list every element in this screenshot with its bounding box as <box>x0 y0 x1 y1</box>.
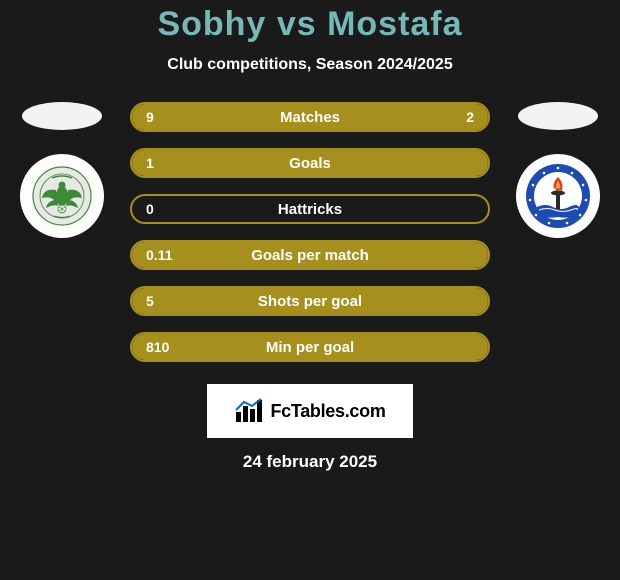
club-left-badge <box>20 154 104 238</box>
stat-row: 5 Shots per goal <box>130 286 490 316</box>
club-right-badge <box>516 154 600 238</box>
title-vs: vs <box>277 5 327 43</box>
stat-row: 0 Hattricks <box>130 194 490 224</box>
stats-column: 9 2 Matches 1 Goals 0 Hattricks 0.11 Goals per m… <box>130 102 490 362</box>
stat-value-right: 2 <box>466 109 474 125</box>
stat-row: 0.11 Goals per match <box>130 240 490 270</box>
date-label: 24 february 2025 <box>0 452 620 472</box>
main-area: 9 2 Matches 1 Goals 0 Hattricks 0.11 Goals per m… <box>0 102 620 362</box>
subtitle: Club competitions, Season 2024/2025 <box>0 56 620 74</box>
stat-fill-left <box>132 104 399 130</box>
stat-row: 1 Goals <box>130 148 490 178</box>
infographic-root: Sobhy vs Mostafa Club competitions, Seas… <box>0 0 620 472</box>
title-player-left: Sobhy <box>157 5 266 43</box>
player-left-avatar <box>22 102 102 130</box>
title-player-right: Mostafa <box>327 5 462 43</box>
stat-value-left: 5 <box>146 293 154 309</box>
stat-label: Shots per goal <box>258 293 362 310</box>
stat-label: Min per goal <box>266 339 354 356</box>
branding-chart-icon <box>234 398 264 424</box>
club-left-crest-icon <box>32 166 92 226</box>
club-right-crest-icon <box>525 163 591 229</box>
stat-label: Goals per match <box>251 247 369 264</box>
stat-value-left: 0.11 <box>146 247 172 263</box>
stat-value-left: 0 <box>146 201 154 217</box>
stat-value-left: 1 <box>146 155 154 171</box>
stat-row: 9 2 Matches <box>130 102 490 132</box>
right-column <box>508 102 608 238</box>
branding-label: FcTables.com <box>270 401 385 422</box>
stat-row: 810 Min per goal <box>130 332 490 362</box>
left-column <box>12 102 112 238</box>
stat-label: Goals <box>289 155 331 172</box>
stat-value-left: 810 <box>146 339 169 355</box>
stat-value-left: 9 <box>146 109 154 125</box>
stat-label: Matches <box>280 109 340 126</box>
page-title: Sobhy vs Mostafa <box>0 5 620 44</box>
stat-label: Hattricks <box>278 201 342 218</box>
branding-box: FcTables.com <box>207 384 413 438</box>
stat-fill-right <box>399 104 488 130</box>
player-right-avatar <box>518 102 598 130</box>
